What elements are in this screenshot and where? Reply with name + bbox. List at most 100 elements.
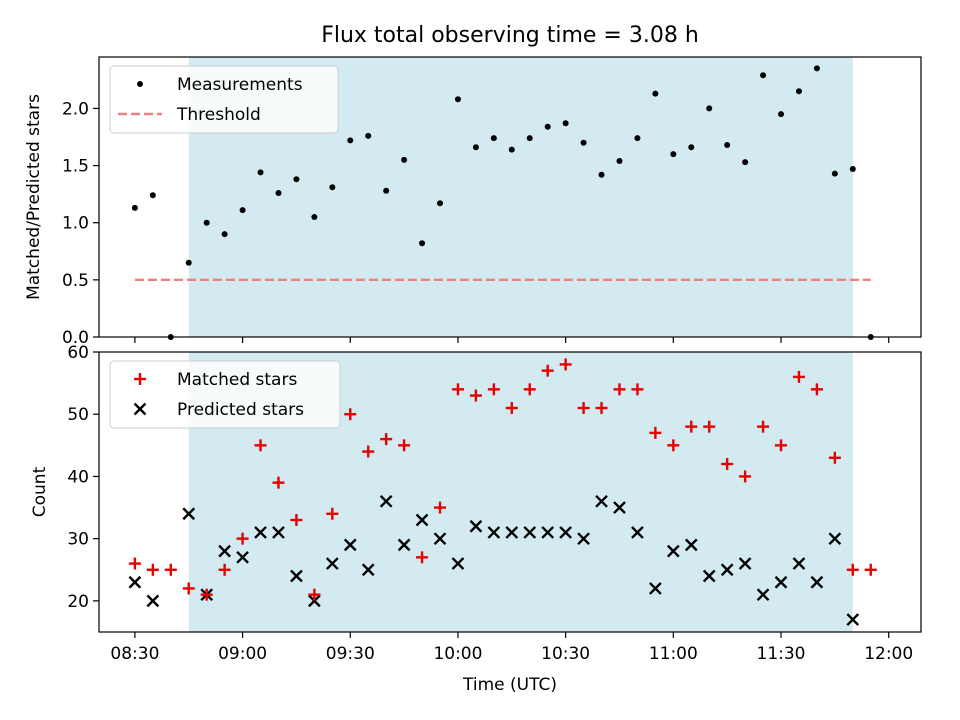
predicted-star-point [397, 538, 411, 552]
predicted-star-point [720, 563, 734, 577]
measurement-point [580, 139, 587, 146]
predicted-star-point [361, 563, 375, 577]
count-points [128, 358, 877, 626]
legend-matched-marker [134, 373, 146, 385]
measurement-point [724, 142, 731, 148]
count-legend: Matched stars Predicted stars [109, 360, 341, 429]
measurement-point [813, 65, 820, 72]
measurement-point [293, 176, 300, 183]
measurement-point [795, 88, 802, 95]
predicted-star-point [774, 575, 788, 589]
measurement-point [419, 240, 426, 247]
legend-measurement-marker [137, 81, 143, 87]
matched-star-point [236, 532, 249, 545]
matched-star-point [380, 433, 393, 446]
predicted-star-point [846, 613, 860, 626]
count-y-tick-label: 30 [67, 530, 89, 550]
matched-star-point [164, 563, 177, 576]
measurement-point [742, 159, 749, 166]
measurement-point [849, 166, 856, 172]
time-x-tick-label: 11:00 [649, 644, 698, 664]
legend-predicted-marker [133, 402, 147, 416]
measurement-point [149, 192, 156, 199]
predicted-star-point [433, 532, 447, 546]
time-x-tick-label: 10:00 [433, 644, 482, 664]
predicted-star-point [379, 494, 393, 508]
predicted-star-point [631, 526, 644, 539]
matched-star-point [487, 383, 500, 396]
matched-star-point [757, 420, 770, 433]
matched-star-point [146, 563, 159, 576]
measurement-point [203, 219, 210, 226]
predicted-star-point [272, 526, 285, 539]
count-y-tick-label: 50 [67, 405, 89, 425]
matched-star-point [523, 383, 536, 396]
measurement-point [526, 135, 533, 142]
measurement-point [760, 72, 767, 79]
ratio-y-ticks: 0.0 0.5 1.0 1.5 2.0 [62, 99, 99, 348]
ratio-y-axis-label: Matched/Predicted stars [24, 94, 44, 300]
measurement-point [401, 156, 408, 163]
predicted-star-point [810, 575, 824, 589]
predicted-star-point [649, 582, 662, 595]
matched-star-point [290, 514, 303, 526]
time-x-tick-label: 10:30 [541, 644, 590, 664]
predicted-star-point [595, 494, 608, 508]
measurement-points [131, 65, 874, 340]
predicted-star-point [541, 526, 555, 539]
predicted-star-point [505, 526, 519, 539]
measurement-point [778, 111, 785, 118]
predicted-star-point [684, 538, 698, 552]
predicted-star-point [128, 575, 142, 589]
matched-star-point [685, 420, 698, 433]
predicted-star-point [343, 538, 357, 552]
measurement-point [454, 96, 461, 103]
measurement-point [185, 259, 192, 266]
matched-star-point [451, 383, 464, 396]
matched-star-point [344, 408, 357, 421]
matched-star-point [667, 439, 680, 452]
matched-star-point [559, 358, 572, 371]
matched-star-point [613, 383, 626, 396]
measurement-point [347, 137, 354, 144]
matched-star-point [864, 563, 877, 576]
predicted-star-point [325, 557, 339, 570]
predicted-star-point [146, 594, 160, 608]
matched-star-point [846, 563, 859, 576]
predicted-star-point [613, 501, 626, 514]
predicted-star-point [308, 594, 321, 608]
ratio-subplot: 0.00.51.01.52.0 Matched/Predicted stars … [24, 56, 922, 348]
legend-label: Threshold [176, 105, 261, 125]
time-x-tick-label: 12:00 [864, 644, 913, 664]
matched-star-point [828, 451, 841, 464]
count-y-axis-label: Count [30, 466, 50, 517]
matched-star-point [577, 402, 590, 414]
matched-star-point [362, 445, 375, 458]
predicted-star-point [182, 507, 196, 521]
legend-label: Predicted stars [177, 400, 304, 420]
time-x-tick-label: 11:30 [757, 644, 806, 664]
measurement-point [472, 144, 479, 151]
measurement-point [383, 187, 390, 194]
matched-star-point [200, 588, 213, 601]
measurement-point [275, 190, 282, 196]
predicted-star-point [559, 526, 572, 539]
matched-star-point [182, 582, 195, 595]
matched-star-point [469, 389, 482, 402]
predicted-star-point [415, 513, 429, 527]
matched-star-point [649, 426, 662, 439]
measurement-point [652, 90, 659, 97]
predicted-star-point [828, 532, 842, 546]
count-y-tick-label: 60 [67, 343, 89, 363]
count-axes-frame [98, 351, 922, 633]
measurement-point [688, 144, 695, 151]
count-subplot: 20 30 40 50 60 08:30 09:00 09:30 10:00 10:30 11:0… [30, 343, 922, 695]
matched-star-point [721, 458, 734, 470]
count-y-tick-label: 40 [67, 467, 89, 487]
matched-star-point [631, 383, 644, 396]
ratio-y-tick-label: 0.5 [62, 271, 89, 291]
measurement-point [634, 135, 641, 142]
measurement-point [544, 123, 551, 130]
legend-box [109, 360, 341, 429]
measurement-point [365, 132, 372, 139]
